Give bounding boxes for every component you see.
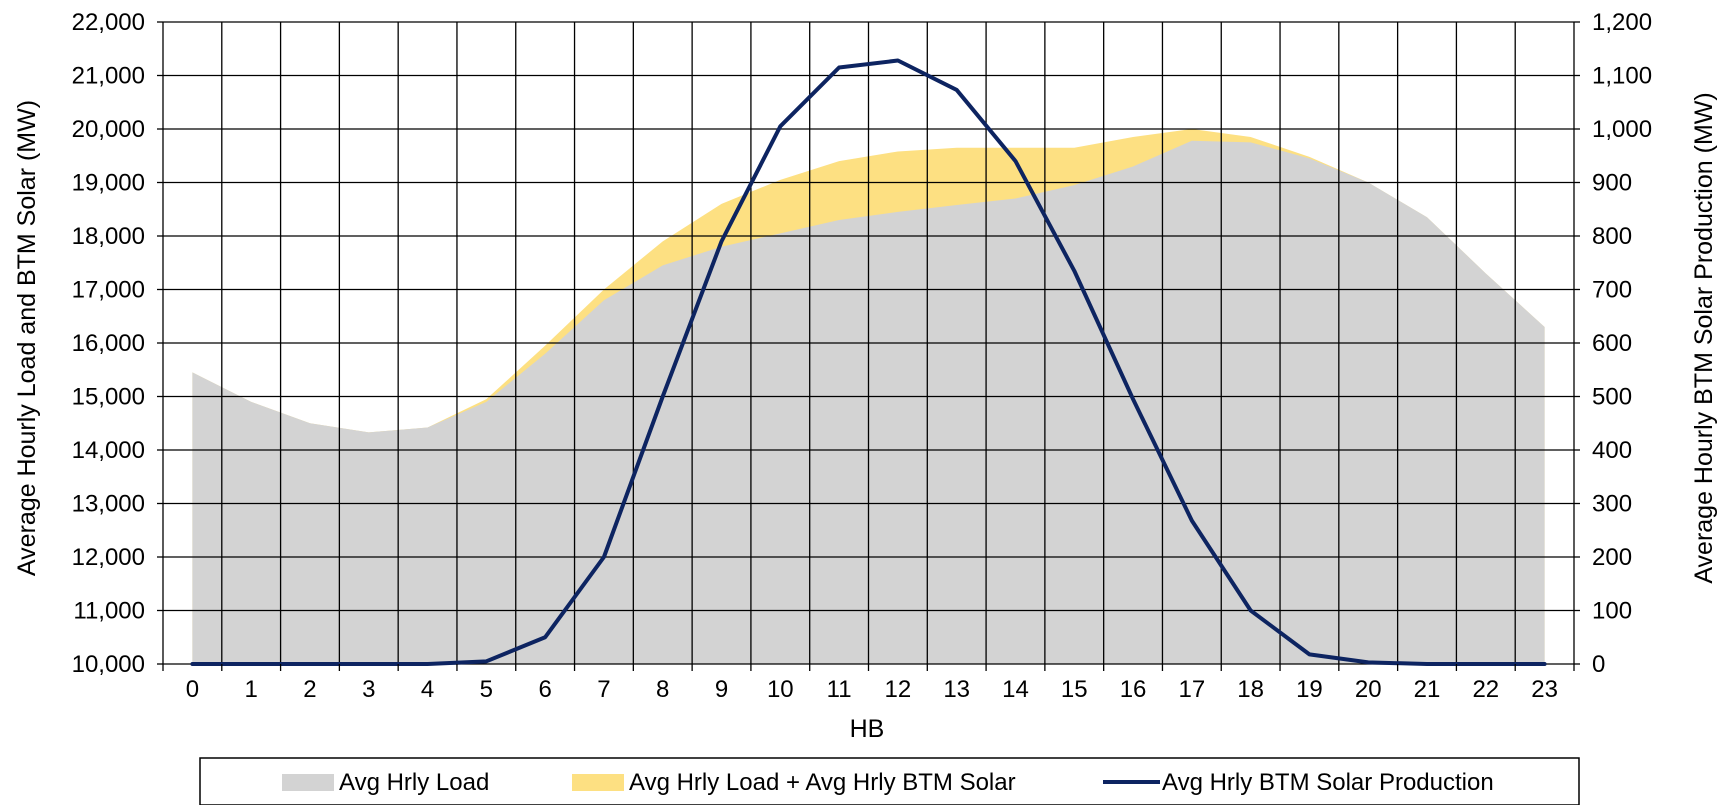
right-tick-label: 600 <box>1592 330 1632 357</box>
x-tick-label: 18 <box>1237 676 1264 703</box>
right-tick-label: 1,200 <box>1592 9 1652 36</box>
x-tick-label: 13 <box>943 676 970 703</box>
left-axis-tick-labels: 10,000 11,000 12,000 13,000 14,000 15,000 16,0… <box>72 9 145 678</box>
legend: Avg Hrly Load Avg Hrly Load + Avg Hrly B… <box>199 757 1580 806</box>
right-tick-label: 800 <box>1592 223 1632 250</box>
x-tick-label: 14 <box>1002 676 1029 703</box>
x-tick-label: 15 <box>1061 676 1088 703</box>
x-tick-label: 1 <box>245 676 258 703</box>
x-tick-label: 20 <box>1355 676 1382 703</box>
x-tick-label: 6 <box>538 676 551 703</box>
left-tick-label: 19,000 <box>72 170 145 197</box>
legend-swatch-load-plus-solar <box>572 774 624 791</box>
right-tick-label: 900 <box>1592 170 1632 197</box>
gridlines <box>162 21 1575 665</box>
left-tick-label: 18,000 <box>72 223 145 250</box>
x-tick-label: 10 <box>767 676 794 703</box>
legend-swatch-load <box>282 774 334 791</box>
x-tick-label: 11 <box>827 676 852 703</box>
right-tick-label: 300 <box>1592 491 1632 518</box>
axes <box>157 21 1580 671</box>
left-axis-title: Average Hourly Load and BTM Solar (MW) <box>13 100 41 576</box>
legend-box <box>199 757 1580 806</box>
right-axis-title: Average Hourly BTM Solar Production (MW) <box>1690 92 1718 583</box>
x-tick-label: 3 <box>362 676 375 703</box>
x-tick-label: 0 <box>186 676 199 703</box>
x-tick-label: 7 <box>597 676 610 703</box>
x-tick-label: 17 <box>1179 676 1206 703</box>
x-tick-label: 2 <box>303 676 316 703</box>
left-tick-label: 17,000 <box>72 277 145 304</box>
right-tick-label: 1,000 <box>1592 116 1652 143</box>
left-tick-label: 12,000 <box>72 544 145 571</box>
right-axis-tick-labels: 0 100 200 300 400 500 600 700 800 900 1,000 1,100 1,… <box>1592 9 1652 678</box>
x-axis-title: HB <box>850 715 885 743</box>
line-solar-production <box>190 58 1547 666</box>
legend-label-load-plus-solar: Avg Hrly Load + Avg Hrly BTM Solar <box>629 769 1016 796</box>
x-tick-label: 16 <box>1120 676 1147 703</box>
left-tick-label: 22,000 <box>72 9 145 36</box>
right-tick-label: 400 <box>1592 437 1632 464</box>
x-tick-label: 5 <box>480 676 493 703</box>
right-tick-label: 1,100 <box>1592 63 1652 90</box>
right-tick-label: 0 <box>1592 651 1605 678</box>
x-tick-label: 12 <box>885 676 912 703</box>
legend-label-load: Avg Hrly Load <box>339 769 489 796</box>
left-tick-label: 20,000 <box>72 116 145 143</box>
x-axis-tick-labels: 0 1 2 3 4 5 6 7 8 9 10 11 12 13 14 15 16 17 18 19 20 21 22 23 <box>186 676 1558 703</box>
x-tick-label: 19 <box>1296 676 1323 703</box>
x-tick-label: 8 <box>656 676 669 703</box>
x-tick-label: 23 <box>1531 676 1558 703</box>
left-tick-label: 15,000 <box>72 384 145 411</box>
x-tick-label: 21 <box>1414 676 1441 703</box>
line-series-group <box>190 58 1547 666</box>
x-tick-label: 4 <box>421 676 434 703</box>
x-tick-label: 22 <box>1472 676 1499 703</box>
left-tick-label: 21,000 <box>72 63 145 90</box>
left-tick-label: 13,000 <box>72 491 145 518</box>
left-tick-label: 10,000 <box>72 651 145 678</box>
left-tick-label: 11,000 <box>73 598 145 625</box>
right-tick-label: 700 <box>1592 277 1632 304</box>
right-tick-label: 200 <box>1592 544 1632 571</box>
right-tick-label: 100 <box>1592 598 1632 625</box>
x-tick-label: 9 <box>715 676 728 703</box>
left-tick-label: 14,000 <box>72 437 145 464</box>
left-tick-label: 16,000 <box>72 330 145 357</box>
legend-label-solar-production: Avg Hrly BTM Solar Production <box>1162 769 1494 796</box>
right-tick-label: 500 <box>1592 384 1632 411</box>
